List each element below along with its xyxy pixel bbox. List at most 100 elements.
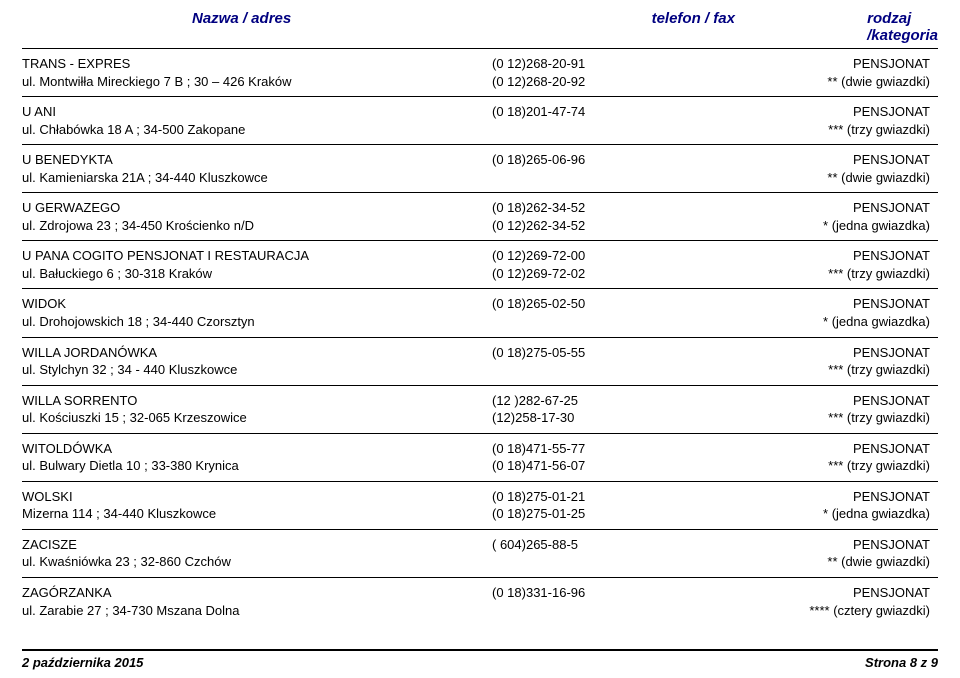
entry-phone-2 — [492, 361, 692, 379]
entry-address: ul. Bałuckiego 6 ; 30-318 Kraków — [22, 265, 492, 283]
table-row: U BENEDYKTA(0 18)265-06-96PENSJONATul. K… — [22, 144, 938, 192]
entry-line-1: TRANS - EXPRES(0 12)268-20-91PENSJONAT — [22, 55, 938, 73]
entry-rating: * (jedna gwiazdka) — [692, 313, 938, 331]
entry-phone-1: (0 18)201-47-74 — [492, 103, 692, 121]
entry-line-1: WITOLDÓWKA(0 18)471-55-77PENSJONAT — [22, 440, 938, 458]
entry-phone-1: (0 18)265-06-96 — [492, 151, 692, 169]
entry-name: U PANA COGITO PENSJONAT I RESTAURACJA — [22, 247, 492, 265]
entry-line-2: ul. Stylchyn 32 ; 34 - 440 Kluszkowce***… — [22, 361, 938, 379]
entry-address: ul. Kwaśniówka 23 ; 32-860 Czchów — [22, 553, 492, 571]
entry-name: WILLA JORDANÓWKA — [22, 344, 492, 362]
table-row: WILLA SORRENTO(12 )282-67-25PENSJONATul.… — [22, 385, 938, 433]
entry-line-2: ul. Kwaśniówka 23 ; 32-860 Czchów** (dwi… — [22, 553, 938, 571]
entry-rating: ** (dwie gwiazdki) — [692, 169, 938, 187]
entry-phone-2: (12)258-17-30 — [492, 409, 692, 427]
entry-address: Mizerna 114 ; 34-440 Kluszkowce — [22, 505, 492, 523]
entry-category: PENSJONAT — [692, 199, 938, 217]
entry-line-2: ul. Montwiłła Mireckiego 7 B ; 30 – 426 … — [22, 73, 938, 91]
entry-name: WIDOK — [22, 295, 492, 313]
entry-rating: * (jedna gwiazdka) — [692, 505, 938, 523]
entry-name: TRANS - EXPRES — [22, 55, 492, 73]
entry-phone-1: (0 18)331-16-96 — [492, 584, 692, 602]
entry-phone-2: (0 18)275-01-25 — [492, 505, 692, 523]
entry-name: ZAGÓRZANKA — [22, 584, 492, 602]
entry-phone-1: (0 18)275-01-21 — [492, 488, 692, 506]
entry-phone-1: ( 604)265-88-5 — [492, 536, 692, 554]
entry-name: U GERWAZEGO — [22, 199, 492, 217]
entry-line-1: U BENEDYKTA(0 18)265-06-96PENSJONAT — [22, 151, 938, 169]
entry-category: PENSJONAT — [692, 536, 938, 554]
entry-address: ul. Zarabie 27 ; 34-730 Mszana Dolna — [22, 602, 492, 620]
entry-line-1: U PANA COGITO PENSJONAT I RESTAURACJA(0 … — [22, 247, 938, 265]
entry-rating: *** (trzy gwiazdki) — [692, 361, 938, 379]
entry-category: PENSJONAT — [692, 151, 938, 169]
table-row: U GERWAZEGO(0 18)262-34-52PENSJONATul. Z… — [22, 192, 938, 240]
entry-address: ul. Montwiłła Mireckiego 7 B ; 30 – 426 … — [22, 73, 492, 91]
entry-rating: *** (trzy gwiazdki) — [692, 265, 938, 283]
entry-phone-1: (0 18)275-05-55 — [492, 344, 692, 362]
entry-line-1: U ANI(0 18)201-47-74PENSJONAT — [22, 103, 938, 121]
entry-line-2: ul. Kamieniarska 21A ; 34-440 Kluszkowce… — [22, 169, 938, 187]
entry-line-1: ZAGÓRZANKA(0 18)331-16-96PENSJONAT — [22, 584, 938, 602]
table-header: Nazwa / adres telefon / fax rodzaj /kate… — [22, 0, 938, 48]
entry-phone-1: (12 )282-67-25 — [492, 392, 692, 410]
entry-category: PENSJONAT — [692, 103, 938, 121]
entry-rating: * (jedna gwiazdka) — [692, 217, 938, 235]
entry-phone-1: (0 12)268-20-91 — [492, 55, 692, 73]
entry-phone-1: (0 18)265-02-50 — [492, 295, 692, 313]
entry-line-2: ul. Zarabie 27 ; 34-730 Mszana Dolna ****… — [22, 602, 938, 620]
footer-page: Strona 8 z 9 — [865, 655, 938, 670]
entry-name: WITOLDÓWKA — [22, 440, 492, 458]
entry-phone-2 — [492, 602, 692, 620]
footer-date: 2 października 2015 — [22, 655, 143, 670]
entry-category: PENSJONAT — [692, 295, 938, 313]
entry-line-1: WILLA JORDANÓWKA(0 18)275-05-55PENSJONAT — [22, 344, 938, 362]
entry-phone-2 — [492, 121, 692, 139]
entry-rating: *** (trzy gwiazdki) — [692, 121, 938, 139]
entry-rating: ** (dwie gwiazdki) — [692, 73, 938, 91]
table-row: ZAGÓRZANKA(0 18)331-16-96PENSJONATul. Za… — [22, 577, 938, 625]
entry-rating: *** (trzy gwiazdki) — [692, 409, 938, 427]
entry-line-2: ul. Kościuszki 15 ; 32-065 Krzeszowice(1… — [22, 409, 938, 427]
entries-list: TRANS - EXPRES(0 12)268-20-91PENSJONATul… — [22, 48, 938, 625]
table-row: ZACISZE( 604)265-88-5PENSJONATul. Kwaśni… — [22, 529, 938, 577]
entry-category: PENSJONAT — [692, 247, 938, 265]
entry-line-1: WOLSKI(0 18)275-01-21PENSJONAT — [22, 488, 938, 506]
entry-rating: **** (cztery gwiazdki) — [692, 602, 938, 620]
table-row: U PANA COGITO PENSJONAT I RESTAURACJA(0 … — [22, 240, 938, 288]
entry-name: U ANI — [22, 103, 492, 121]
table-row: WOLSKI(0 18)275-01-21PENSJONATMizerna 11… — [22, 481, 938, 529]
entry-line-2: ul. Chłabówka 18 A ; 34-500 Zakopane*** … — [22, 121, 938, 139]
entry-address: ul. Bulwary Dietla 10 ; 33-380 Krynica — [22, 457, 492, 475]
entry-category: PENSJONAT — [692, 584, 938, 602]
table-row: U ANI(0 18)201-47-74PENSJONATul. Chłabów… — [22, 96, 938, 144]
entry-address: ul. Drohojowskich 18 ; 34-440 Czorsztyn — [22, 313, 492, 331]
entry-category: PENSJONAT — [692, 440, 938, 458]
header-phone: telefon / fax — [652, 10, 848, 44]
table-row: WILLA JORDANÓWKA(0 18)275-05-55PENSJONAT… — [22, 337, 938, 385]
entry-name: ZACISZE — [22, 536, 492, 554]
entry-rating: *** (trzy gwiazdki) — [692, 457, 938, 475]
entry-phone-2 — [492, 313, 692, 331]
entry-line-2: ul. Bulwary Dietla 10 ; 33-380 Krynica(0… — [22, 457, 938, 475]
entry-phone-2: (0 18)471-56-07 — [492, 457, 692, 475]
entry-category: PENSJONAT — [692, 488, 938, 506]
entry-name: WILLA SORRENTO — [22, 392, 492, 410]
entry-phone-2 — [492, 169, 692, 187]
header-category: rodzaj /kategoria — [847, 10, 938, 44]
page-footer: 2 października 2015 Strona 8 z 9 — [22, 649, 938, 670]
entry-category: PENSJONAT — [692, 55, 938, 73]
entry-phone-1: (0 12)269-72-00 — [492, 247, 692, 265]
entry-phone-2 — [492, 553, 692, 571]
entry-line-1: WIDOK(0 18)265-02-50PENSJONAT — [22, 295, 938, 313]
header-name: Nazwa / adres — [22, 10, 652, 44]
entry-address: ul. Kamieniarska 21A ; 34-440 Kluszkowce — [22, 169, 492, 187]
entry-category: PENSJONAT — [692, 344, 938, 362]
entry-phone-1: (0 18)471-55-77 — [492, 440, 692, 458]
table-row: TRANS - EXPRES(0 12)268-20-91PENSJONATul… — [22, 48, 938, 96]
entry-line-2: ul. Bałuckiego 6 ; 30-318 Kraków(0 12)26… — [22, 265, 938, 283]
entry-phone-2: (0 12)268-20-92 — [492, 73, 692, 91]
table-row: WITOLDÓWKA(0 18)471-55-77PENSJONATul. Bu… — [22, 433, 938, 481]
entry-name: WOLSKI — [22, 488, 492, 506]
table-row: WIDOK(0 18)265-02-50PENSJONATul. Drohojo… — [22, 288, 938, 336]
